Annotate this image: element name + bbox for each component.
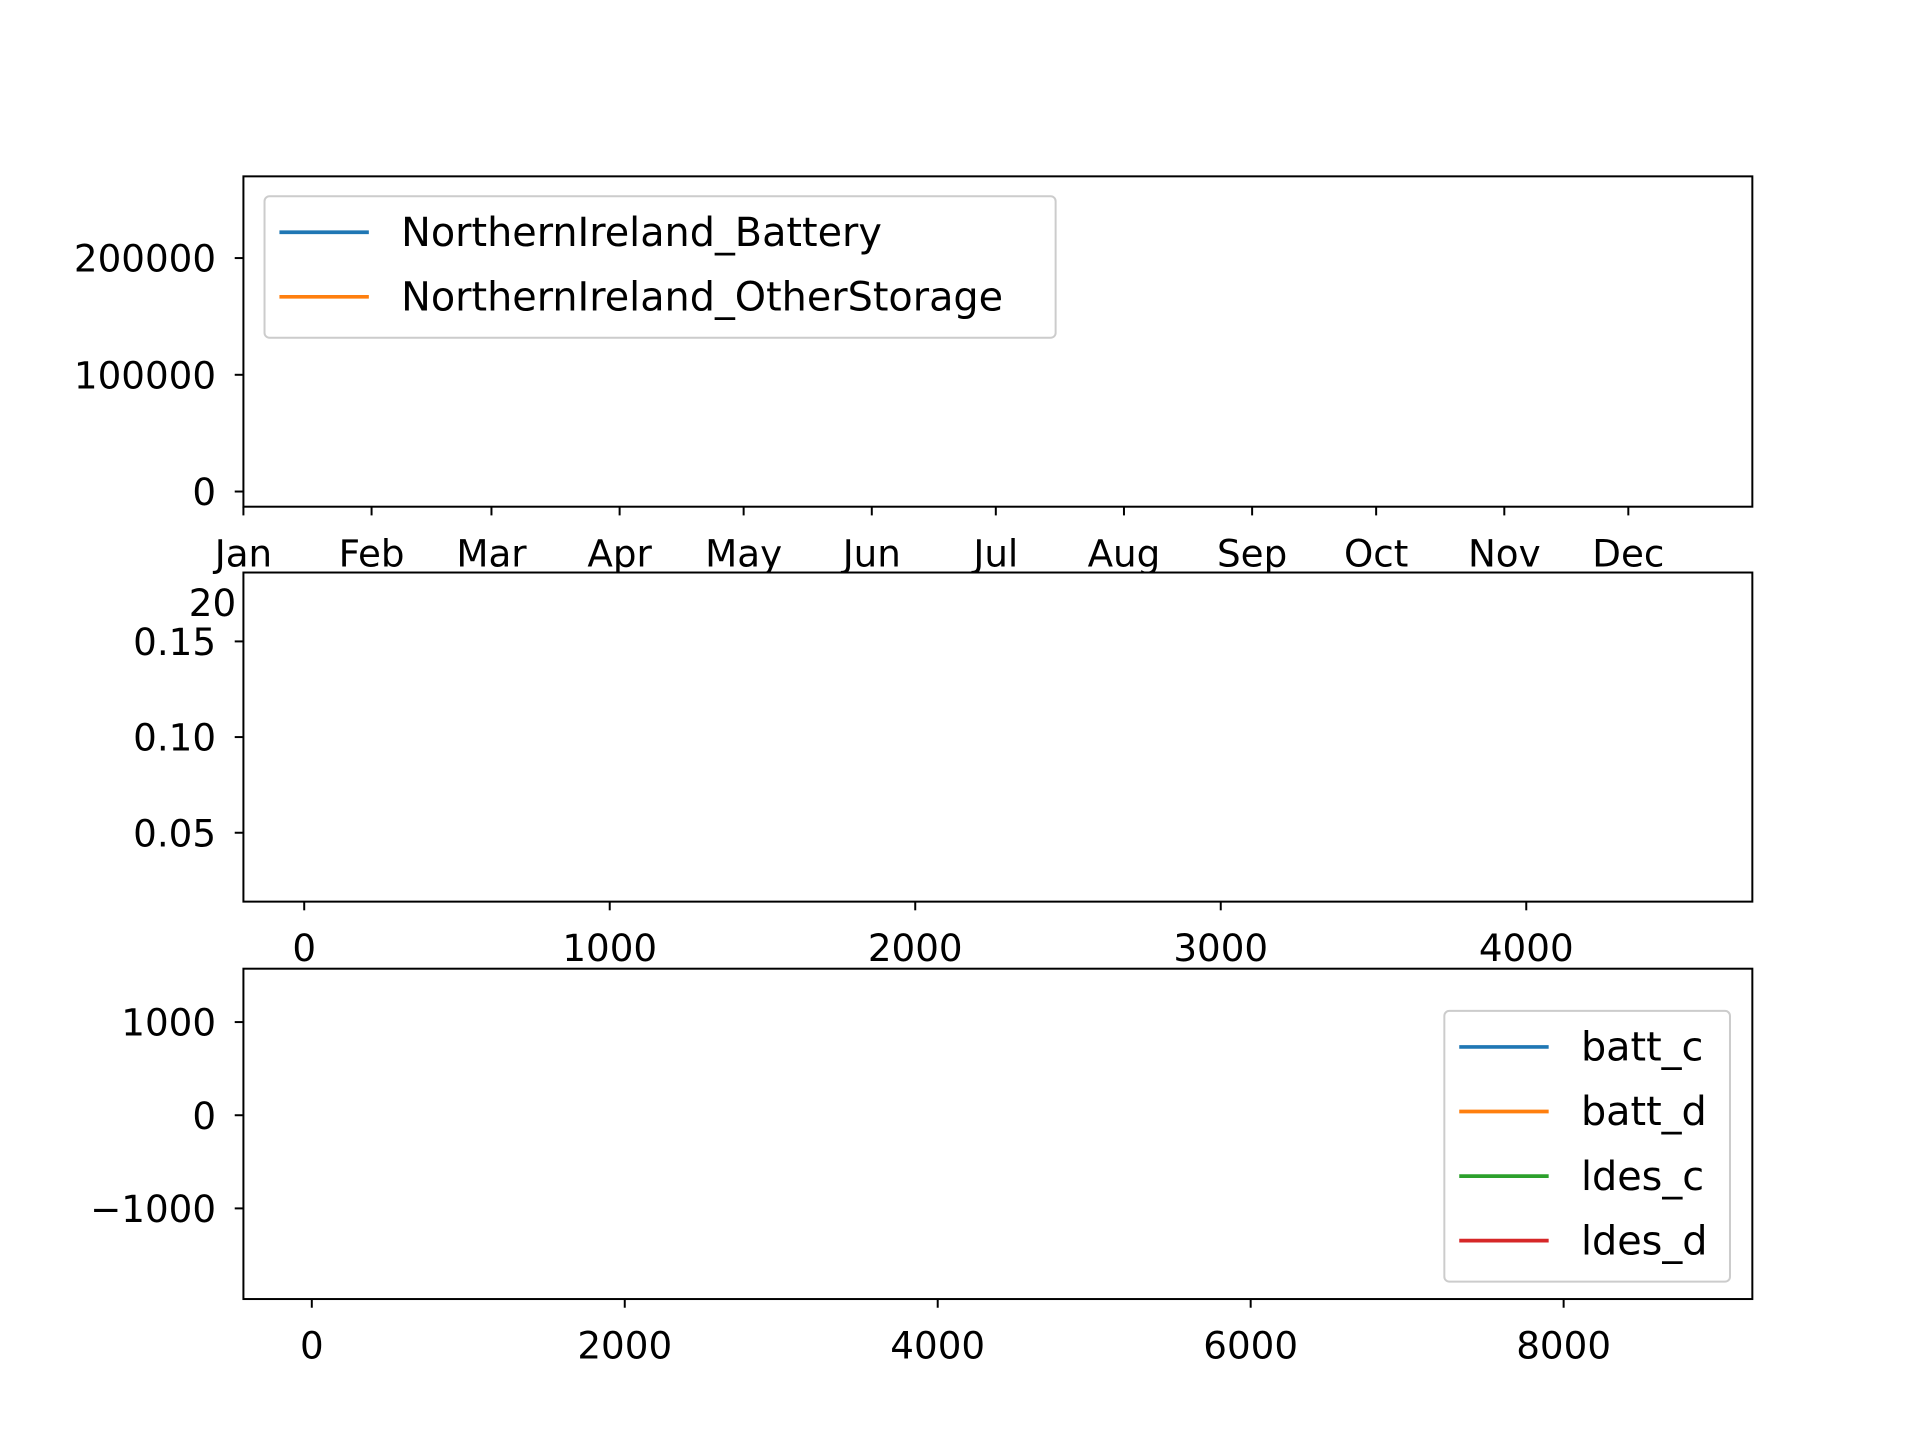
x-tick-label: Apr <box>587 531 652 575</box>
y-tick-label: −1000 <box>90 1187 216 1231</box>
x-tick-label: 2000 <box>577 1324 672 1368</box>
legend-label: batt_c <box>1581 1025 1703 1071</box>
y-tick-label: 0.10 <box>133 716 216 760</box>
x-tick-label: 4000 <box>890 1324 985 1368</box>
y-tick-label: 0.15 <box>133 620 216 664</box>
x-tick-label: 6000 <box>1203 1324 1298 1368</box>
x-tick-label: 0 <box>300 1324 324 1368</box>
x-tick-label: Aug <box>1088 531 1161 575</box>
axes: 0.05 0.10 0.15 0 1000 2000 3000 4000 <box>133 571 1754 970</box>
y-tick-label: 0 <box>192 470 216 514</box>
x-tick-label: Oct <box>1344 531 1408 575</box>
y-tick-label: 0.05 <box>133 811 216 855</box>
x-tick-label: Jan <box>213 531 272 575</box>
x-tick-label: Mar <box>456 531 527 575</box>
x-tick-label: 8000 <box>1516 1324 1611 1368</box>
y-tick-label: 200000 <box>74 237 216 281</box>
axes-frame <box>242 571 1754 903</box>
x-tick-label: 3000 <box>1173 926 1268 970</box>
legend-label: NorthernIreland_OtherStorage <box>401 274 1003 320</box>
x-tick-label: 2000 <box>868 926 963 970</box>
x-tick-label: May <box>705 531 782 575</box>
x-tick-label: Sep <box>1217 531 1287 575</box>
y-tick-label: 1000 <box>121 1001 216 1045</box>
legend-label: ldes_c <box>1581 1154 1704 1200</box>
x-tick-label: Nov <box>1468 531 1541 575</box>
x-tick-label: 0 <box>292 926 316 970</box>
legend-label: ldes_d <box>1581 1218 1708 1264</box>
x-tick-label: Feb <box>339 531 405 575</box>
axes: 0 100000 200000 Jan Feb Mar Apr May Jun Jul Aug Sep… <box>74 175 1754 625</box>
x-tick-label: Jun <box>841 531 901 575</box>
x-tick-label: Dec <box>1592 531 1664 575</box>
legend-box <box>1443 1009 1731 1283</box>
legend-box <box>263 195 1057 339</box>
x-tick-label: Jul <box>971 531 1018 575</box>
x-offset-label: 20 <box>189 581 236 625</box>
axes: −1000 0 1000 0 2000 4000 6000 8000 batt_c batt_dl… <box>90 967 1754 1368</box>
y-tick-label: 100000 <box>74 353 216 397</box>
x-tick-label: 4000 <box>1479 926 1574 970</box>
legend-label: NorthernIreland_Battery <box>401 210 882 256</box>
y-tick-label: 0 <box>192 1094 216 1138</box>
legend-label: batt_d <box>1581 1089 1707 1135</box>
x-tick-label: 1000 <box>562 926 657 970</box>
